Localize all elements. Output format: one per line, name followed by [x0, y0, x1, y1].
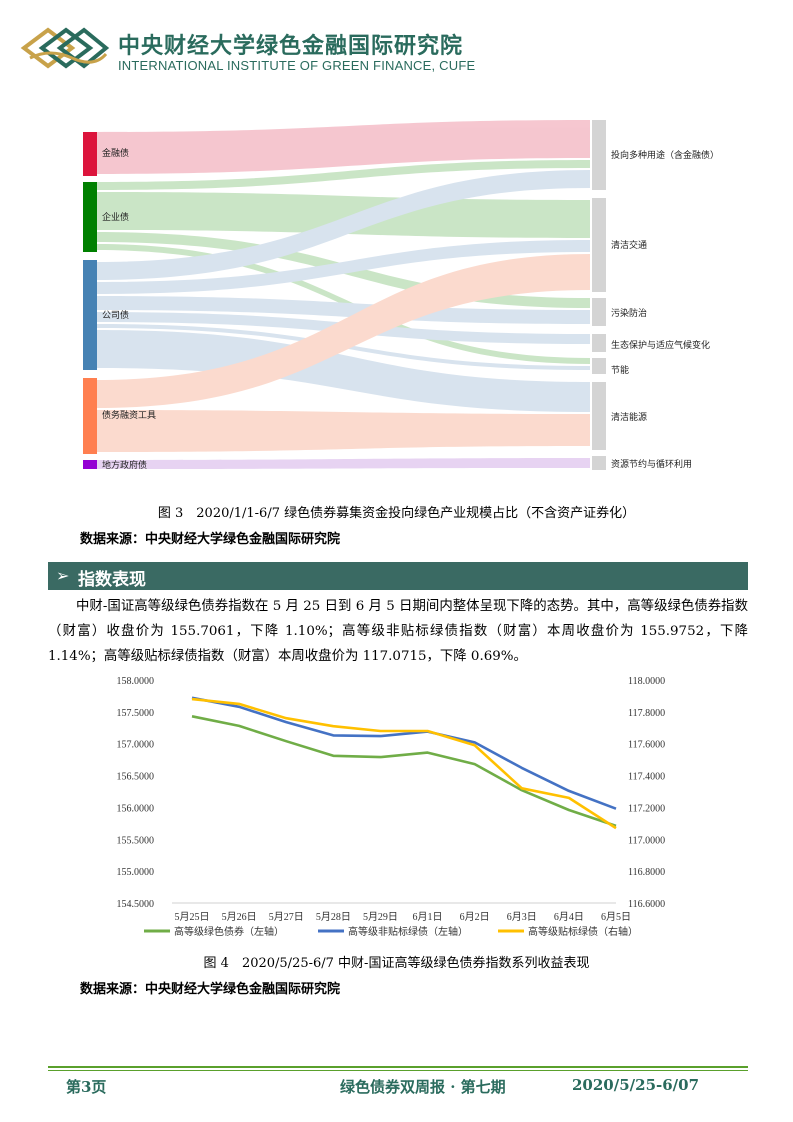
label-corporate-bond: 公司债	[102, 309, 129, 321]
left-tick-label: 157.0000	[117, 740, 155, 751]
label-enterprise-bond: 企业债	[102, 211, 129, 223]
page-number: 第3页	[66, 1078, 107, 1096]
label-multi-use: 投向多种用途（含金融债）	[611, 149, 719, 161]
series-line-1	[191, 696, 617, 810]
x-tick-label: 6月4日	[554, 911, 584, 923]
node-eco	[592, 334, 606, 352]
figure4-source: 数据来源：中央财经大学绿色金融国际研究院	[80, 982, 341, 997]
left-tick-label: 156.0000	[117, 803, 155, 814]
sankey-source-labels: 金融债 企业债 公司债 债务融资工具 地方政府债	[102, 147, 156, 471]
x-tick-label: 6月1日	[413, 911, 443, 923]
left-tick-label: 155.0000	[117, 867, 155, 878]
sankey-target-labels: 投向多种用途（含金融债） 清洁交通 污染防治 生态保护与适应气候变化 节能 清洁…	[611, 149, 719, 470]
index-line-chart: 158.0000 157.5000 157.0000 156.5000 156.0000…	[117, 676, 666, 938]
report-issue: 绿色债券双周报 · 第七期	[340, 1078, 506, 1096]
x-tick-label: 5月26日	[222, 911, 257, 923]
right-tick-label: 116.6000	[628, 899, 665, 910]
label-local-gov-bond: 地方政府债	[102, 459, 147, 471]
arrow-icon: ➢	[56, 566, 70, 585]
sankey-flows	[97, 120, 590, 469]
left-tick-label: 155.5000	[117, 835, 155, 846]
footer-rule-thin	[48, 1070, 748, 1071]
flow-corporate-transport	[97, 240, 590, 294]
node-financial-bond	[83, 132, 97, 176]
legend-label: 高等级非贴标绿债（左轴）	[348, 925, 468, 938]
index-paragraph: 中财-国证高等级绿色债券指数在 5 月 25 日到 6 月 5 日期间内整体呈现…	[48, 599, 748, 664]
org-name-cn: 中央财经大学绿色金融国际研究院	[118, 34, 464, 59]
node-pollution	[592, 298, 606, 326]
left-tick-label: 158.0000	[117, 676, 155, 687]
label-clean-transport: 清洁交通	[611, 239, 647, 251]
right-tick-label: 118.0000	[628, 676, 665, 687]
flow-enterprise-transport	[97, 192, 590, 238]
x-tick-label: 5月25日	[175, 911, 210, 923]
section-header: ➢ 指数表现	[48, 562, 748, 590]
label-pollution: 污染防治	[611, 307, 647, 319]
left-tick-label: 154.5000	[117, 899, 155, 910]
series-line-2	[191, 697, 617, 830]
label-debt-instrument: 债务融资工具	[102, 409, 156, 421]
flow-local-resource	[97, 458, 590, 469]
node-clean-transport	[592, 198, 606, 292]
node-corporate-bond	[83, 260, 97, 370]
sankey-diagram: 金融债 企业债 公司债 债务融资工具 地方政府债 投向多种用途（含金融债） 清洁…	[83, 120, 719, 471]
x-tick-label: 5月27日	[269, 911, 304, 923]
legend-label: 高等级贴标绿债（右轴）	[528, 925, 638, 938]
flow-corporate-cleanenergy	[97, 330, 590, 412]
right-tick-label: 116.8000	[628, 867, 665, 878]
sankey-source-nodes	[83, 132, 97, 469]
node-debt-instrument	[83, 378, 97, 454]
flow-corporate-pollution	[97, 296, 590, 324]
flow-enterprise-multi	[97, 160, 590, 190]
figure4-caption: 图 4 2020/5/25-6/7 中财-国证高等级绿色债券指数系列收益表现	[203, 956, 590, 971]
node-local-gov-bond	[83, 460, 97, 469]
flow-corporate-multi	[97, 170, 590, 280]
node-energy-saving	[592, 358, 606, 374]
node-clean-energy	[592, 382, 606, 450]
legend-label: 高等级绿色债券（左轴）	[174, 925, 284, 938]
node-enterprise-bond	[83, 182, 97, 252]
page-header: 中央财经大学绿色金融国际研究院 INTERNATIONAL INSTITUTE …	[20, 22, 780, 78]
chart-legend: 高等级绿色债券（左轴） 高等级非贴标绿债（左轴） 高等级贴标绿债（右轴）	[144, 925, 638, 938]
x-tick-label: 6月3日	[507, 911, 537, 923]
sankey-target-nodes	[592, 120, 606, 470]
report-date: 2020/5/25-6/07	[572, 1076, 700, 1094]
label-energy-saving: 节能	[611, 364, 629, 376]
right-tick-label: 117.0000	[628, 835, 665, 846]
section-title: 指数表现	[78, 570, 146, 590]
chart-series	[191, 696, 617, 830]
flow-financial-multi	[97, 120, 590, 174]
x-tick-label: 6月2日	[460, 911, 490, 923]
figure3-source: 数据来源：中央财经大学绿色金融国际研究院	[80, 532, 341, 547]
flow-debt-transport	[97, 254, 590, 408]
right-tick-label: 117.2000	[628, 803, 665, 814]
node-resource	[592, 456, 606, 470]
label-eco: 生态保护与适应气候变化	[611, 339, 710, 351]
series-line-0	[191, 715, 617, 828]
label-financial-bond: 金融债	[102, 147, 129, 159]
x-tick-label: 6月5日	[601, 911, 631, 923]
node-multi-use	[592, 120, 606, 190]
label-clean-energy: 清洁能源	[611, 411, 647, 423]
footer-rule	[48, 1066, 748, 1068]
left-tick-label: 157.5000	[117, 708, 155, 719]
right-tick-label: 117.6000	[628, 740, 665, 751]
figure3-caption: 图 3 2020/1/1-6/7 绿色债券募集资金投向绿色产业规模占比（不含资产…	[157, 506, 636, 521]
right-tick-label: 117.4000	[628, 772, 665, 783]
label-resource: 资源节约与循环利用	[611, 458, 692, 470]
institute-logo-icon	[20, 27, 110, 69]
x-axis-ticks: 5月25日 5月26日 5月27日 5月28日 5月29日 6月1日 6月2日 6月3日 6月4…	[175, 911, 632, 923]
left-tick-label: 156.5000	[117, 772, 155, 783]
right-tick-label: 117.8000	[628, 708, 665, 719]
flow-debt-cleanenergy	[97, 410, 590, 452]
x-tick-label: 5月28日	[316, 911, 351, 923]
org-name-en: INTERNATIONAL INSTITUTE OF GREEN FINANCE…	[118, 58, 476, 73]
x-tick-label: 5月29日	[363, 911, 398, 923]
left-axis-ticks: 158.0000 157.5000 157.0000 156.5000 156.0000…	[117, 676, 155, 910]
right-axis-ticks: 118.0000 117.8000 117.6000 117.4000 117.2000…	[628, 676, 665, 910]
